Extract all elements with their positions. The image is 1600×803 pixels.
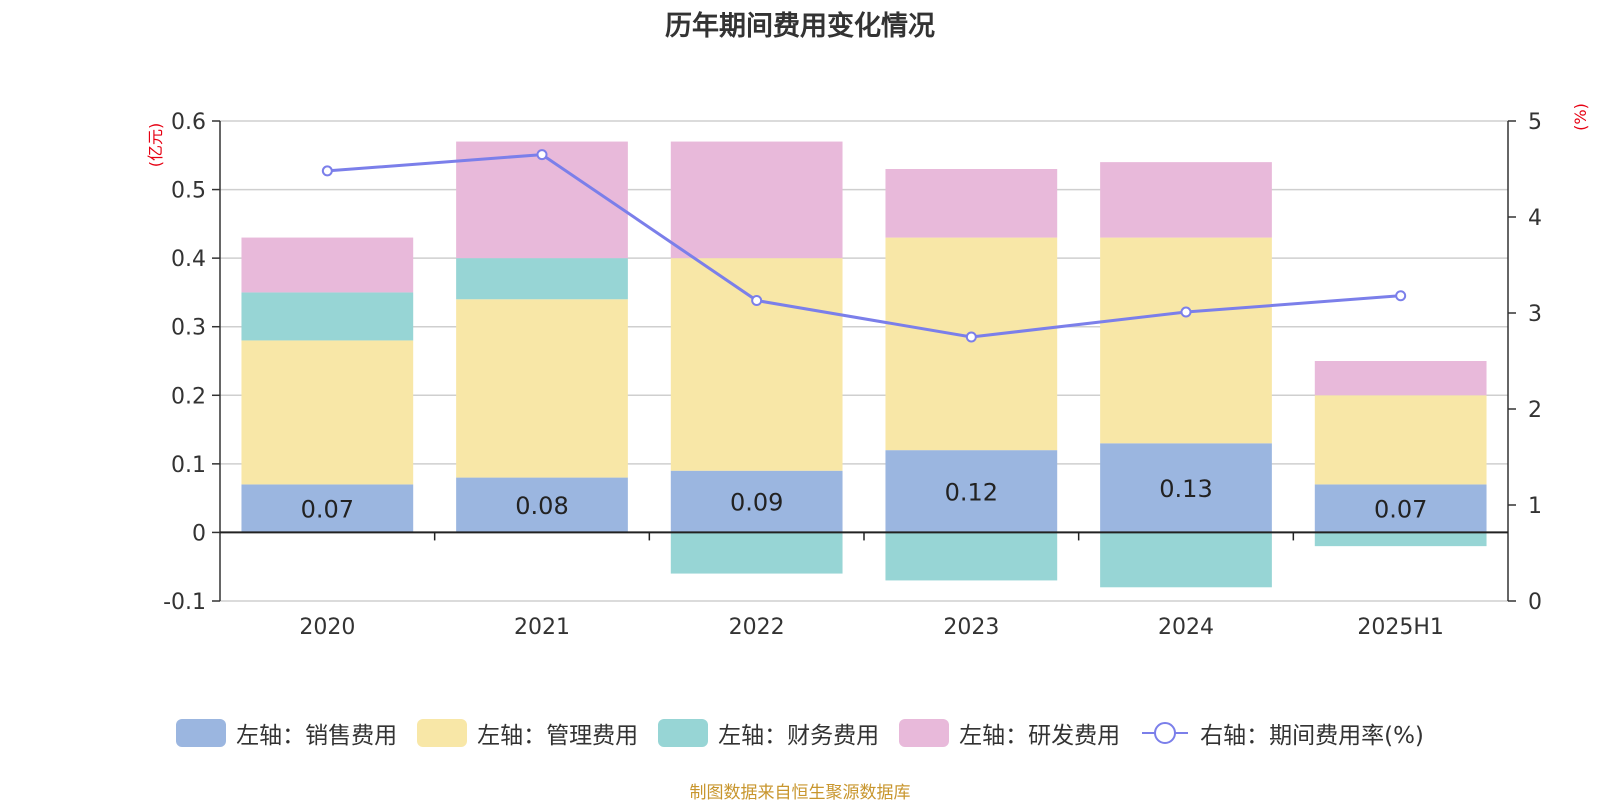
bar-2021 — [456, 141, 628, 259]
right-tick-label: 2 — [1528, 398, 1542, 423]
bar-2022 — [670, 470, 843, 533]
bar-2022 — [670, 532, 843, 574]
left-tick-label: -0.1 — [163, 590, 206, 615]
bar-2024 — [1100, 443, 1272, 533]
left-tick-label: 0.2 — [171, 384, 206, 409]
right-tick-label: 5 — [1528, 110, 1542, 135]
legend-label: 左轴：研发费用 — [959, 723, 1121, 749]
data-label: 0.07 — [1374, 495, 1427, 523]
legend-swatch — [899, 719, 950, 747]
x-tick-label: 2024 — [1158, 615, 1214, 640]
right-tick-label: 3 — [1528, 302, 1542, 327]
data-label: 0.07 — [301, 495, 354, 523]
right-tick-label: 0 — [1528, 590, 1542, 615]
legend-item[interactable]: 左轴：财务费用 — [658, 716, 879, 750]
bar-2020 — [241, 292, 414, 341]
bar-2025H1 — [1314, 532, 1487, 547]
legend-swatch — [176, 719, 227, 747]
bar-2020 — [241, 340, 414, 485]
x-tick-label: 2021 — [514, 615, 570, 640]
bar-2025H1 — [1314, 361, 1487, 396]
data-label: 0.08 — [515, 492, 568, 520]
bar-2025H1 — [1314, 395, 1487, 485]
left-tick-label: 0 — [192, 521, 206, 546]
line-path — [327, 153, 1401, 339]
left-axis-unit: (亿元) — [146, 123, 165, 168]
legend-item[interactable]: 左轴：管理费用 — [417, 716, 638, 750]
left-tick-label: 0.1 — [171, 453, 206, 478]
bar-2022 — [670, 141, 843, 259]
legend-item[interactable]: 左轴：销售费用 — [176, 716, 397, 750]
legend-line-icon — [1142, 722, 1189, 744]
bar-2021 — [456, 258, 628, 300]
right-axis-unit: (%) — [1571, 103, 1590, 131]
bar-2023 — [885, 237, 1058, 451]
x-tick-label: 2022 — [729, 615, 785, 640]
axes: -0.1 0 0.1 0.2 0.3 0.4 0.5 0.6 0 1 2 3 4 5 (亿元) (%) 2020… — [146, 103, 1590, 640]
line-point — [751, 295, 763, 307]
line-series — [321, 149, 1407, 343]
x-tick-label: 2023 — [943, 615, 999, 640]
legend-swatch — [417, 719, 468, 747]
left-tick-label: 0.6 — [171, 110, 206, 135]
right-tick-label: 4 — [1528, 206, 1542, 231]
line-point — [965, 331, 977, 343]
line-point — [1395, 290, 1407, 302]
chart-area: -0.1 0 0.1 0.2 0.3 0.4 0.5 0.6 0 1 2 3 4 5 (亿元) (%) 2020… — [146, 103, 1590, 640]
data-label: 0.12 — [945, 478, 998, 506]
left-tick-label: 0.3 — [171, 316, 206, 341]
bar-2024 — [1100, 162, 1272, 238]
bar-2020 — [241, 484, 414, 533]
bar-series — [241, 141, 1487, 588]
bar-2021 — [456, 299, 628, 478]
data-label: 0.09 — [730, 489, 783, 517]
legend-swatch — [658, 719, 709, 747]
legend-label: 左轴：管理费用 — [477, 723, 639, 749]
bar-2021 — [456, 477, 628, 533]
legend-label: 左轴：财务费用 — [718, 723, 880, 749]
right-tick-label: 1 — [1528, 494, 1542, 519]
legend-label: 右轴：期间费用率(%) — [1200, 723, 1424, 749]
bar-2024 — [1100, 532, 1272, 588]
chart-title: 历年期间费用变化情况 — [665, 11, 935, 42]
legend-item[interactable]: 右轴：期间费用率(%) — [1140, 716, 1424, 750]
x-tick-label: 2025H1 — [1357, 615, 1444, 640]
legend: 左轴：销售费用 左轴：管理费用 左轴：财务费用 左轴：研发费用 右轴：期间费用率(%) — [0, 716, 1600, 750]
bar-2024 — [1100, 237, 1272, 444]
bar-2025H1 — [1314, 484, 1487, 533]
line-point — [536, 149, 548, 161]
legend-item[interactable]: 左轴：研发费用 — [899, 716, 1120, 750]
bar-2023 — [885, 532, 1058, 581]
bar-2023 — [885, 169, 1058, 238]
x-tick-label: 2020 — [299, 615, 355, 640]
legend-label: 左轴：销售费用 — [236, 723, 398, 749]
grid-lines — [220, 120, 1508, 602]
bar-2020 — [241, 237, 414, 293]
line-point — [321, 165, 333, 177]
data-label: 0.13 — [1159, 475, 1212, 503]
left-tick-label: 0.5 — [171, 179, 206, 204]
source-note: 制图数据来自恒生聚源数据库 — [689, 783, 911, 803]
data-labels: 0.07 0.08 0.09 0.12 0.13 0.07 — [301, 475, 1428, 524]
line-point — [1180, 306, 1192, 318]
bar-2023 — [885, 450, 1058, 533]
bar-2022 — [670, 258, 843, 471]
left-tick-label: 0.4 — [171, 247, 206, 272]
